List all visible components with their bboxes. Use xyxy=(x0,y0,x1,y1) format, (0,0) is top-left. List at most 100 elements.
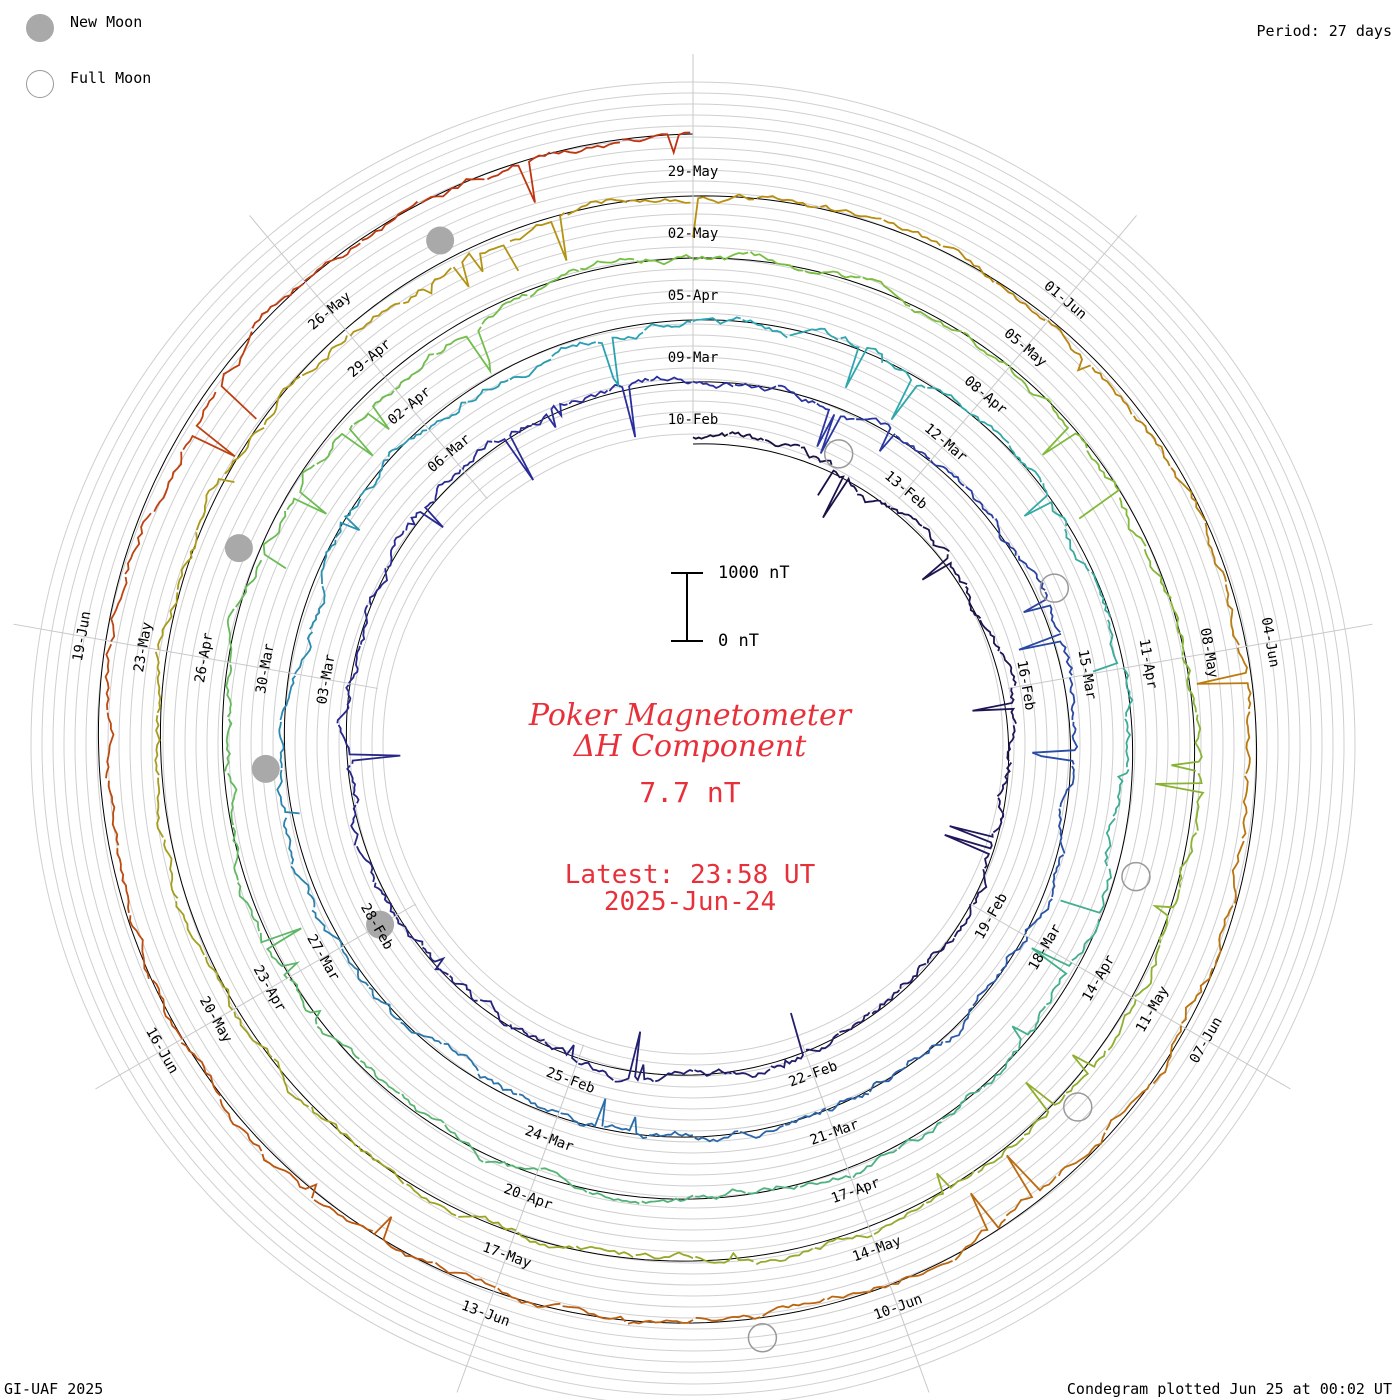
trace-segment xyxy=(800,446,833,466)
trace-segment xyxy=(762,1298,826,1317)
trace-segment xyxy=(176,532,198,590)
trace-segment xyxy=(972,687,1017,725)
trace-segment xyxy=(1181,967,1214,1024)
trace-segment xyxy=(348,645,361,684)
trace-segment xyxy=(770,1012,804,1069)
trace-segment xyxy=(977,1137,1025,1174)
trace-segment xyxy=(311,909,343,947)
trace-segment xyxy=(129,915,150,979)
trace-segment xyxy=(944,825,994,869)
trace-segment xyxy=(925,1170,975,1204)
trace-segment xyxy=(895,435,931,460)
trace-segment xyxy=(816,402,855,454)
new-moon-marker xyxy=(366,910,395,939)
trace-segment xyxy=(196,477,235,531)
trace-segment xyxy=(320,539,337,584)
trace-segment xyxy=(655,1069,694,1083)
trace-segment xyxy=(420,178,485,204)
trace-segment xyxy=(954,1192,1007,1261)
trace-segment xyxy=(1124,718,1132,768)
trace-segment xyxy=(301,335,348,377)
date-label: 16-Jun xyxy=(142,1025,181,1077)
trace-segment xyxy=(497,1287,561,1308)
trace-segment xyxy=(764,439,801,448)
trace-segment xyxy=(814,1234,873,1251)
trace-segment xyxy=(905,1041,944,1066)
trace-segment xyxy=(755,1247,814,1266)
trace-segment xyxy=(529,268,579,298)
trace-segment xyxy=(840,336,884,389)
trace-segment xyxy=(567,198,628,216)
trace-segment xyxy=(225,664,233,718)
trace-segment xyxy=(402,267,452,305)
trace-segment xyxy=(898,1121,942,1150)
date-label: 16-Feb xyxy=(1013,659,1038,712)
trace-segment xyxy=(1171,714,1203,772)
date-label: 03-Mar xyxy=(314,653,339,706)
trace-segment xyxy=(1060,868,1112,914)
trace-segment xyxy=(1090,571,1111,618)
date-label: 14-Apr xyxy=(1079,952,1118,1004)
latest-time: Latest: 23:58 UT xyxy=(564,860,816,890)
title-line-1: Poker Magnetometer xyxy=(528,698,852,733)
trace-segment xyxy=(820,204,882,220)
trace-segment xyxy=(175,901,205,956)
trace-segment xyxy=(540,1167,588,1193)
trace-segment xyxy=(728,431,764,441)
trace-segment xyxy=(232,826,240,881)
trace-segment xyxy=(1107,999,1137,1051)
trace-segment xyxy=(1112,768,1130,817)
date-label: 26-May xyxy=(305,289,354,334)
trace-segment xyxy=(517,1231,574,1250)
scale-bar xyxy=(671,572,703,642)
trace-segment xyxy=(1009,365,1052,404)
date-label: 10-Feb xyxy=(668,412,719,428)
trace-segment xyxy=(695,1251,754,1264)
trace-segment xyxy=(219,1099,263,1152)
trace-segment xyxy=(357,1145,405,1185)
date-label: 30-Mar xyxy=(253,642,278,695)
trace-segment xyxy=(443,1043,479,1072)
trace-segment xyxy=(922,526,950,553)
trace-segment xyxy=(910,308,962,333)
trace-segment xyxy=(1071,919,1100,962)
trace-segment xyxy=(313,1199,373,1232)
trace-segment xyxy=(883,219,942,247)
full-moon-marker xyxy=(1121,861,1151,892)
trace-segment xyxy=(452,244,520,288)
trace-segment xyxy=(695,1188,746,1201)
new-moon-marker xyxy=(251,754,280,783)
date-label: 27-Mar xyxy=(303,932,342,984)
date-label: 15-Mar xyxy=(1074,648,1099,701)
trace-segment xyxy=(180,1041,222,1097)
period-label: Period: 27 days xyxy=(1256,22,1392,40)
trace-segment xyxy=(368,568,388,606)
trace-segment xyxy=(1068,677,1076,721)
date-label: 06-Mar xyxy=(425,431,474,476)
trace-segment xyxy=(1047,320,1092,372)
trace-segment xyxy=(1152,889,1181,944)
trace-segment xyxy=(153,451,183,512)
trace-segment xyxy=(1143,548,1172,599)
trace-segment xyxy=(361,200,419,242)
trace-segment xyxy=(739,1124,784,1139)
date-label: 10-Jun xyxy=(872,1291,925,1323)
trace-segment xyxy=(487,151,551,203)
trace-segment xyxy=(578,1061,614,1081)
trace-segment xyxy=(969,413,1010,444)
trace-segment xyxy=(1104,817,1116,867)
trace-segment xyxy=(262,510,287,570)
trace-segment xyxy=(1057,1132,1106,1177)
trace-segment xyxy=(622,131,691,156)
scale-bottom-label: 0 nT xyxy=(718,631,759,651)
date-label: 08-May xyxy=(1197,627,1222,680)
trace-segment xyxy=(509,358,552,381)
trace-segment xyxy=(289,978,322,1025)
trace-segment xyxy=(1245,711,1251,774)
trace-segment xyxy=(552,141,620,155)
trace-segment xyxy=(311,1106,357,1147)
full-moon-marker xyxy=(1063,1092,1093,1122)
trace-segment xyxy=(116,848,130,914)
trace-segment xyxy=(436,326,492,375)
new-moon-marker xyxy=(426,226,455,255)
